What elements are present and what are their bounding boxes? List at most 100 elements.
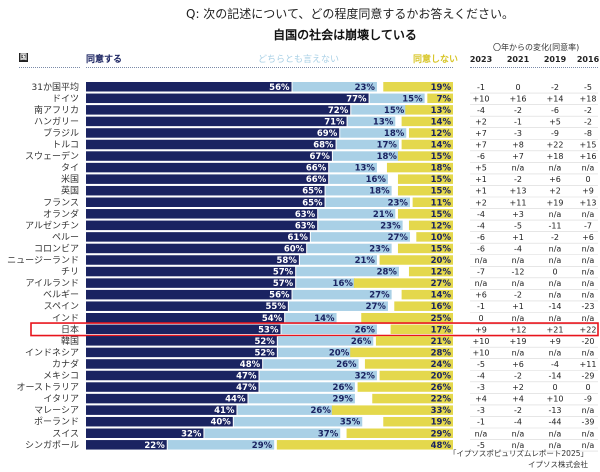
change-value-2016: -7	[584, 221, 592, 230]
change-value-2023: +10	[473, 94, 490, 103]
value-agree: 60%	[284, 244, 305, 254]
change-value-2016: +9	[582, 187, 594, 196]
change-value-2019: +5	[549, 117, 561, 126]
bar-agree	[86, 151, 332, 161]
value-disagree: 19%	[431, 418, 452, 428]
change-value-2019: -2	[551, 233, 559, 242]
change-value-2019: +6	[549, 175, 561, 184]
bar-neutral	[204, 428, 341, 438]
country-label: ペルー	[52, 233, 79, 243]
value-disagree: 12%	[431, 221, 452, 231]
change-value-2016: n/a	[582, 210, 595, 219]
country-label: 英国	[61, 185, 79, 197]
bar-neutral	[310, 232, 410, 242]
bar-disagree	[386, 162, 453, 173]
bar-disagree	[383, 82, 453, 92]
change-value-2021: n/a	[512, 348, 525, 357]
value-agree: 66%	[306, 164, 327, 174]
change-value-2016: n/a	[582, 429, 595, 438]
change-value-2021: +4	[512, 395, 524, 404]
value-disagree: 19%	[431, 83, 452, 93]
value-disagree: 15%	[431, 210, 452, 220]
bar-agree	[86, 278, 296, 288]
change-value-2023: n/a	[475, 256, 488, 265]
change-value-2016: 0	[585, 383, 590, 392]
change-value-2021: +1	[512, 233, 524, 242]
change-value-2021: -2	[514, 406, 522, 415]
country-column-header: 国	[19, 53, 28, 62]
value-disagree: 10%	[431, 233, 452, 243]
value-disagree: 22%	[431, 395, 452, 405]
change-value-2016: -2	[584, 117, 592, 126]
bar-neutral	[347, 116, 396, 127]
value-agree: 57%	[273, 268, 294, 278]
value-neutral: 26%	[333, 383, 354, 393]
bar-disagree	[427, 93, 453, 104]
bar-neutral	[281, 324, 377, 335]
bar-agree	[86, 416, 233, 427]
value-neutral: 13%	[373, 117, 394, 127]
value-neutral: 16%	[333, 279, 354, 289]
change-value-2019: +10	[547, 395, 564, 404]
value-disagree: 14%	[431, 291, 452, 301]
country-label: スペイン	[44, 302, 79, 312]
change-value-2016: n/a	[582, 279, 595, 288]
bar-neutral	[299, 255, 377, 265]
bar-agree	[86, 405, 237, 415]
country-label: ベルギー	[43, 290, 79, 301]
change-value-2023: n/a	[475, 429, 488, 438]
divider-bars	[86, 67, 453, 68]
value-neutral: 26%	[355, 325, 376, 335]
value-agree: 44%	[225, 395, 246, 405]
change-value-2019: +19	[547, 198, 564, 207]
bar-disagree	[390, 324, 453, 335]
value-agree: 40%	[210, 418, 231, 428]
year-header-2019: 2019	[543, 55, 567, 64]
bar-neutral	[292, 289, 392, 300]
footer-company: イプソス株式会社	[528, 460, 588, 469]
year-header-2021: 2021	[506, 55, 530, 64]
change-value-2016: n/a	[582, 268, 595, 277]
change-value-2016: -8	[584, 129, 592, 138]
question-text: Q: 次の記述について、どの程度同意するかお答えください。	[186, 7, 514, 21]
value-neutral: 26%	[351, 337, 372, 347]
change-value-2023: -1	[477, 83, 485, 92]
value-agree: 65%	[302, 187, 323, 197]
bar-neutral	[307, 243, 392, 254]
bar-agree	[86, 197, 325, 207]
value-disagree: 15%	[431, 244, 452, 254]
bar-disagree	[401, 139, 453, 150]
change-value-2019: -14	[548, 372, 561, 381]
bar-agree	[86, 370, 259, 381]
change-value-2016: -2	[584, 106, 592, 115]
bar-agree	[86, 266, 296, 277]
country-label: スウェーデン	[25, 150, 79, 162]
change-value-2019: -13	[548, 406, 561, 415]
country-label: ハンガリー	[34, 116, 79, 127]
bar-agree	[86, 162, 329, 173]
value-agree: 47%	[236, 372, 257, 382]
country-label: 31か国平均	[32, 81, 79, 93]
bar-disagree	[401, 116, 453, 127]
bar-disagree	[408, 220, 453, 231]
country-label: ドイツ	[52, 94, 79, 104]
bar-disagree	[375, 336, 453, 346]
change-value-2019: +9	[549, 337, 561, 346]
bar-agree	[86, 440, 167, 450]
change-value-2016: +18	[580, 94, 597, 103]
country-label: オランダ	[43, 208, 79, 220]
bar-neutral	[292, 82, 377, 92]
bar-neutral	[288, 301, 388, 311]
value-disagree: 29%	[431, 429, 452, 439]
country-label: インド	[52, 314, 79, 324]
value-agree: 77%	[346, 94, 367, 104]
change-value-2019: n/a	[549, 256, 562, 265]
value-neutral: 23%	[380, 221, 401, 231]
change-value-2021: -12	[511, 268, 524, 277]
change-value-2021: +7	[512, 152, 524, 161]
value-agree: 47%	[236, 383, 257, 393]
bar-neutral	[318, 220, 403, 231]
value-agree: 52%	[254, 348, 275, 358]
value-neutral: 21%	[355, 256, 376, 266]
country-label: 韓国	[61, 336, 79, 347]
